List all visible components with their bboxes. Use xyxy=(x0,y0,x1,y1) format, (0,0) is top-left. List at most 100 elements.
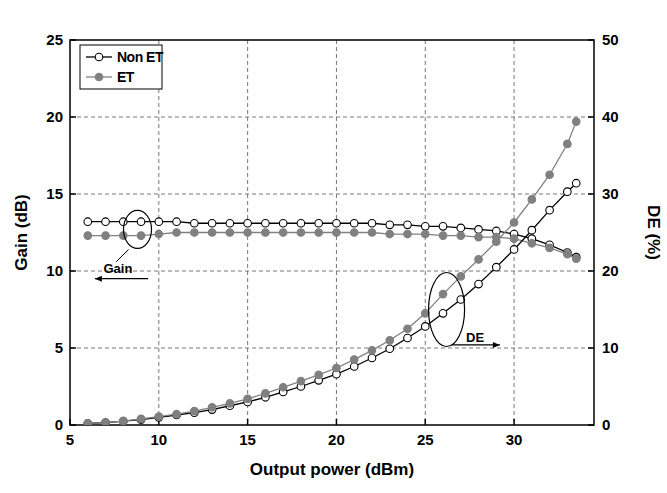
legend-marker xyxy=(95,53,103,61)
grid-y xyxy=(70,271,594,272)
data-point xyxy=(208,403,216,411)
data-point xyxy=(315,229,323,237)
series-line xyxy=(88,183,576,423)
data-point xyxy=(84,218,92,226)
data-point xyxy=(457,232,465,240)
data-point xyxy=(368,354,376,362)
data-point xyxy=(279,383,287,391)
y2-tick-label: 10 xyxy=(602,339,619,356)
data-point xyxy=(510,246,518,254)
data-point xyxy=(262,219,270,227)
data-point xyxy=(457,224,465,232)
gain-arrow xyxy=(95,278,148,279)
grid-y xyxy=(70,348,594,349)
data-point xyxy=(404,325,412,333)
data-point xyxy=(350,229,358,237)
y-tick-label: 10 xyxy=(46,262,63,279)
data-point xyxy=(546,171,554,179)
y-tick xyxy=(70,424,76,426)
data-point xyxy=(226,229,234,237)
data-point xyxy=(155,218,163,226)
data-point xyxy=(155,413,163,421)
data-point xyxy=(333,364,341,372)
x-tick xyxy=(513,419,515,425)
x-tick xyxy=(69,419,71,425)
y2-tick-label: 50 xyxy=(602,31,619,48)
data-point xyxy=(386,345,394,353)
x-tick-label: 25 xyxy=(417,431,434,448)
data-point xyxy=(528,239,536,247)
data-point xyxy=(173,410,181,418)
data-point xyxy=(244,229,252,237)
y-tick-label: 25 xyxy=(46,31,63,48)
data-point xyxy=(546,244,554,252)
de-ellipse xyxy=(429,273,465,347)
y2-tick xyxy=(588,116,594,118)
data-point xyxy=(155,414,163,422)
data-point xyxy=(262,390,270,398)
y2-tick-label: 40 xyxy=(602,108,619,125)
data-point xyxy=(102,419,110,425)
data-point xyxy=(191,219,199,227)
y-tick-label: 0 xyxy=(55,416,63,433)
data-point xyxy=(439,223,447,231)
data-point xyxy=(333,219,341,227)
data-point xyxy=(368,229,376,237)
y-tick-label: 15 xyxy=(46,185,63,202)
data-point xyxy=(191,229,199,237)
data-point xyxy=(315,371,323,379)
data-point xyxy=(102,218,110,226)
x-tick-label: 5 xyxy=(66,431,74,448)
y2-tick xyxy=(588,193,594,195)
data-point xyxy=(510,235,518,243)
de-arrowhead xyxy=(493,342,500,348)
data-point xyxy=(173,411,181,419)
data-point xyxy=(155,230,163,238)
x-tick xyxy=(336,419,338,425)
data-point xyxy=(572,255,580,263)
y2-tick xyxy=(588,39,594,41)
data-point xyxy=(350,356,358,364)
data-point xyxy=(244,219,252,227)
data-point xyxy=(119,417,127,425)
data-point xyxy=(279,219,287,227)
data-point xyxy=(439,290,447,298)
data-point xyxy=(226,219,234,227)
data-point xyxy=(457,273,465,281)
data-point xyxy=(528,196,536,204)
data-point xyxy=(137,415,145,423)
data-point xyxy=(421,230,429,238)
data-point xyxy=(84,420,92,425)
annotation: DE xyxy=(466,330,484,345)
gain-ellipse xyxy=(123,210,151,248)
x-tick xyxy=(247,419,249,425)
series-line xyxy=(88,122,576,424)
gain-arrowhead xyxy=(95,276,102,282)
annotation: Gain xyxy=(104,261,133,276)
x-tick-label: 30 xyxy=(506,431,523,448)
data-point xyxy=(475,233,483,241)
frame xyxy=(70,40,594,425)
grid-y xyxy=(70,194,594,195)
data-point xyxy=(119,417,127,425)
y-tick-label: 20 xyxy=(46,108,63,125)
data-point xyxy=(386,337,394,345)
data-point xyxy=(368,347,376,355)
data-point xyxy=(404,334,412,342)
data-point xyxy=(226,400,234,408)
data-point xyxy=(421,223,429,231)
data-point xyxy=(297,219,305,227)
data-point xyxy=(421,310,429,318)
x-tick xyxy=(425,419,427,425)
data-point xyxy=(137,416,145,424)
data-point xyxy=(244,395,252,403)
data-point xyxy=(439,310,447,318)
data-point xyxy=(333,229,341,237)
y-tick xyxy=(70,270,76,272)
data-point xyxy=(262,229,270,237)
data-point xyxy=(475,226,483,234)
data-point xyxy=(297,229,305,237)
data-point xyxy=(137,232,145,240)
y-tick xyxy=(70,39,76,41)
data-point xyxy=(493,238,501,246)
